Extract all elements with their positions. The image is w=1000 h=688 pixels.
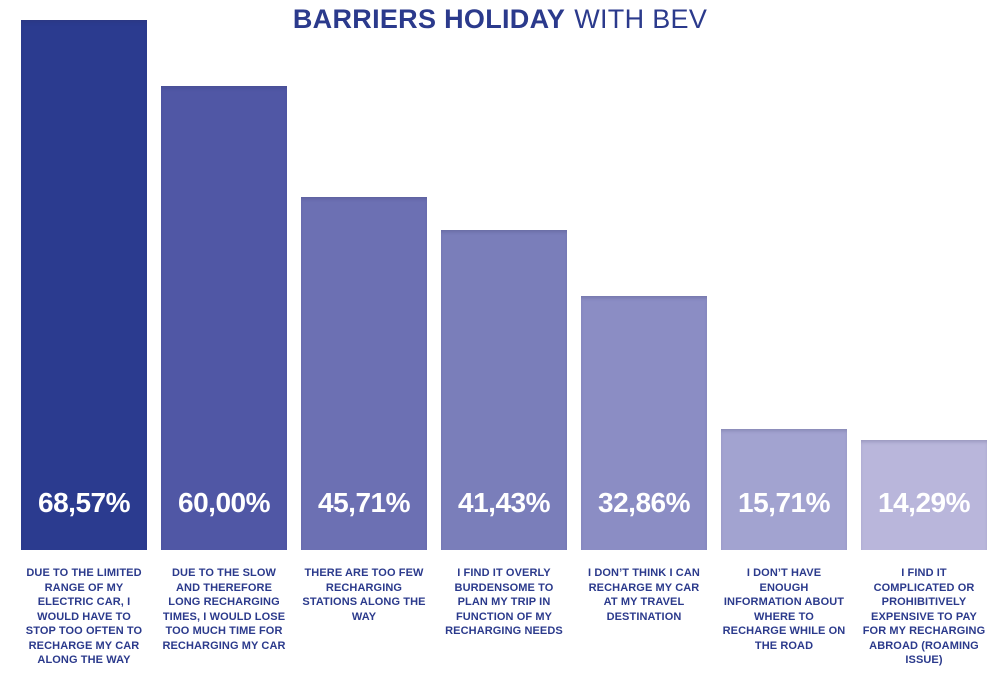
bar-value-label: 15,71% bbox=[738, 487, 830, 518]
category-label: I DON’T HAVE ENOUGH INFORMATION ABOUT WH… bbox=[722, 567, 846, 652]
bar-1: 68,57% bbox=[21, 20, 147, 550]
bar-2: 60,00% bbox=[161, 86, 287, 550]
page-title: BARRIERS HOLIDAY WITH BEV bbox=[0, 4, 1000, 35]
category-label: DUE TO THE LIMITED RANGE OF MY ELECTRIC … bbox=[25, 567, 143, 666]
category-label: THERE ARE TOO FEW RECHARGING STATIONS AL… bbox=[302, 567, 426, 623]
page-title-suffix: WITH BEV bbox=[574, 4, 708, 34]
category-labels-row: DUE TO THE LIMITED RANGE OF MY ELECTRIC … bbox=[21, 566, 987, 668]
bar-6: 15,71% bbox=[721, 428, 847, 550]
category-label: I FIND IT OVERLY BURDENSOME TO PLAN MY T… bbox=[445, 567, 563, 637]
bar-value-label: 60,00% bbox=[178, 487, 270, 518]
bar-value-label: 32,86% bbox=[598, 487, 690, 518]
bar-7: 14,29% bbox=[861, 439, 987, 550]
category-label: I FIND IT COMPLICATED OR PROHIBITIVELY E… bbox=[862, 567, 986, 666]
bar-value-label: 14,29% bbox=[878, 487, 970, 518]
category-label: DUE TO THE SLOW AND THEREFORE LONG RECHA… bbox=[162, 567, 286, 652]
bar-value-label: 41,43% bbox=[458, 487, 550, 518]
page-title-main: BARRIERS HOLIDAY bbox=[292, 4, 566, 34]
bar-3: 45,71% bbox=[301, 196, 427, 550]
category-label: I DON’T THINK I CAN RECHARGE MY CAR AT M… bbox=[588, 567, 700, 623]
bar-value-label: 68,57% bbox=[38, 487, 130, 518]
bar-value-label: 45,71% bbox=[318, 487, 410, 518]
bar-5: 32,86% bbox=[581, 296, 707, 550]
bar-4: 41,43% bbox=[441, 229, 567, 550]
bar-chart-plot-area: 68,57% 60,00% 45,71% 41,43% 32,86% 15,71% 14,2… bbox=[21, 20, 987, 550]
